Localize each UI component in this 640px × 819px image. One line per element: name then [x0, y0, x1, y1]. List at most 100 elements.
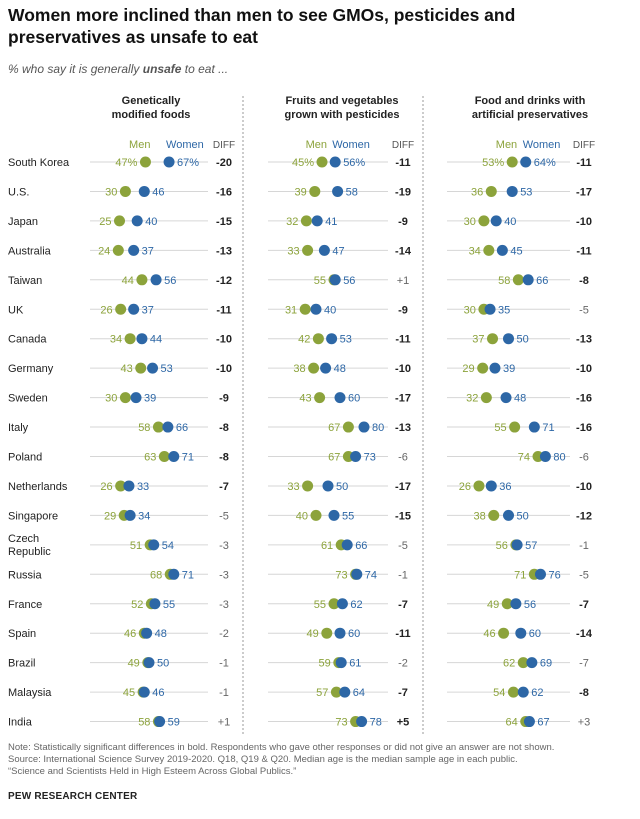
women-dot [322, 480, 334, 492]
women-value-label: 66 [536, 275, 548, 287]
women-dot [138, 185, 150, 197]
men-dot [501, 598, 513, 610]
women-dot [358, 421, 370, 433]
men-dot [302, 244, 314, 256]
men-value-label: 67 [328, 452, 340, 464]
men-dot [316, 156, 328, 168]
men-value-label: 30 [105, 393, 117, 405]
men-dot [115, 303, 127, 315]
women-dot [154, 716, 166, 728]
women-value-label: 56% [343, 157, 365, 169]
men-value-label: 32 [466, 393, 478, 405]
women-value-label: 80 [372, 422, 384, 434]
diff-value: -7 [219, 481, 229, 493]
diff-value: -7 [579, 658, 589, 670]
men-dot [114, 215, 125, 227]
women-value-label: 67% [177, 157, 199, 169]
women-dot [168, 451, 180, 462]
women-value-label: 56 [524, 599, 536, 611]
men-value-label: 43 [120, 363, 132, 375]
chart-footer: Note: Statistically significant differen… [8, 742, 633, 778]
women-dot [336, 598, 348, 610]
women-dot [131, 215, 143, 227]
men-dot [473, 480, 485, 492]
diff-value: -5 [579, 569, 589, 581]
men-value-label: 59 [319, 658, 331, 670]
men-value-label: 29 [104, 510, 116, 522]
women-dot [143, 657, 155, 669]
country-label: Netherlands [8, 481, 68, 493]
diff-value: -10 [576, 216, 592, 228]
women-dot [332, 185, 344, 197]
women-value-label: 78 [370, 717, 382, 729]
women-value-label: 37 [142, 304, 154, 316]
women-value-label: 62 [531, 687, 543, 699]
women-value-label: 39 [503, 363, 515, 375]
diff-value: -3 [219, 569, 229, 581]
men-value-label: 30 [464, 216, 476, 228]
legend-women-label: Women [523, 139, 561, 151]
men-value-label: 33 [287, 481, 299, 493]
women-dot [149, 598, 161, 610]
diff-value: -19 [395, 186, 411, 198]
men-dot [314, 392, 326, 404]
men-value-label: 38 [473, 510, 485, 522]
diff-value: -9 [398, 304, 408, 316]
women-dot [350, 451, 362, 462]
subtitle-emphasis: unsafe [142, 62, 182, 76]
men-value-label: 57 [316, 687, 328, 699]
women-dot [168, 568, 180, 580]
footer-source: Source: International Science Survey 201… [8, 754, 518, 765]
men-dot [321, 627, 333, 639]
diff-value: -10 [216, 363, 232, 375]
women-value-label: 40 [324, 304, 336, 316]
women-dot [506, 185, 518, 197]
women-dot [539, 451, 551, 462]
women-value-label: 53 [340, 334, 352, 346]
men-value-label: 45 [123, 687, 135, 699]
diff-value: -3 [219, 599, 229, 611]
women-dot [128, 244, 140, 256]
women-dot [520, 156, 532, 168]
men-value-label: 49 [487, 599, 499, 611]
men-dot [517, 657, 529, 669]
diff-value: -5 [579, 304, 589, 316]
men-dot [509, 421, 521, 433]
country-label: Brazil [8, 658, 36, 670]
men-dot [139, 156, 151, 168]
diff-value: -11 [576, 157, 591, 169]
women-dot [162, 421, 174, 433]
women-value-label: 62 [350, 599, 362, 611]
subtitle-prefix: % who say it is generally [8, 62, 143, 76]
women-dot [136, 333, 148, 345]
men-value-label: 46 [483, 628, 495, 640]
diff-value: -11 [395, 628, 410, 640]
diff-value: +1 [397, 275, 410, 287]
country-label: Spain [8, 628, 36, 640]
women-value-label: 47 [332, 245, 344, 257]
country-label: South Korea [8, 157, 70, 169]
diff-value: -1 [398, 569, 408, 581]
women-value-label: 36 [499, 481, 511, 493]
women-value-label: 40 [145, 216, 157, 228]
panel-title: Food and drinks with [475, 95, 586, 107]
women-value-label: 41 [325, 216, 337, 228]
diff-value: -16 [576, 422, 592, 434]
women-value-label: 60 [529, 628, 541, 640]
women-value-label: 55 [342, 510, 354, 522]
women-value-label: 39 [144, 393, 156, 405]
women-value-label: 45 [510, 245, 522, 257]
men-value-label: 30 [105, 186, 117, 198]
men-value-label: 45% [292, 157, 314, 169]
women-value-label: 50 [336, 481, 348, 493]
women-dot [523, 716, 535, 728]
legend-men-label: Men [496, 139, 517, 151]
men-value-label: 74 [518, 452, 530, 464]
women-value-label: 80 [553, 452, 565, 464]
legend-diff-label: DIFF [573, 140, 595, 151]
men-dot [477, 362, 489, 374]
women-dot [339, 686, 351, 698]
men-dot [299, 303, 311, 315]
women-dot [334, 392, 346, 404]
diff-value: -7 [398, 687, 408, 699]
